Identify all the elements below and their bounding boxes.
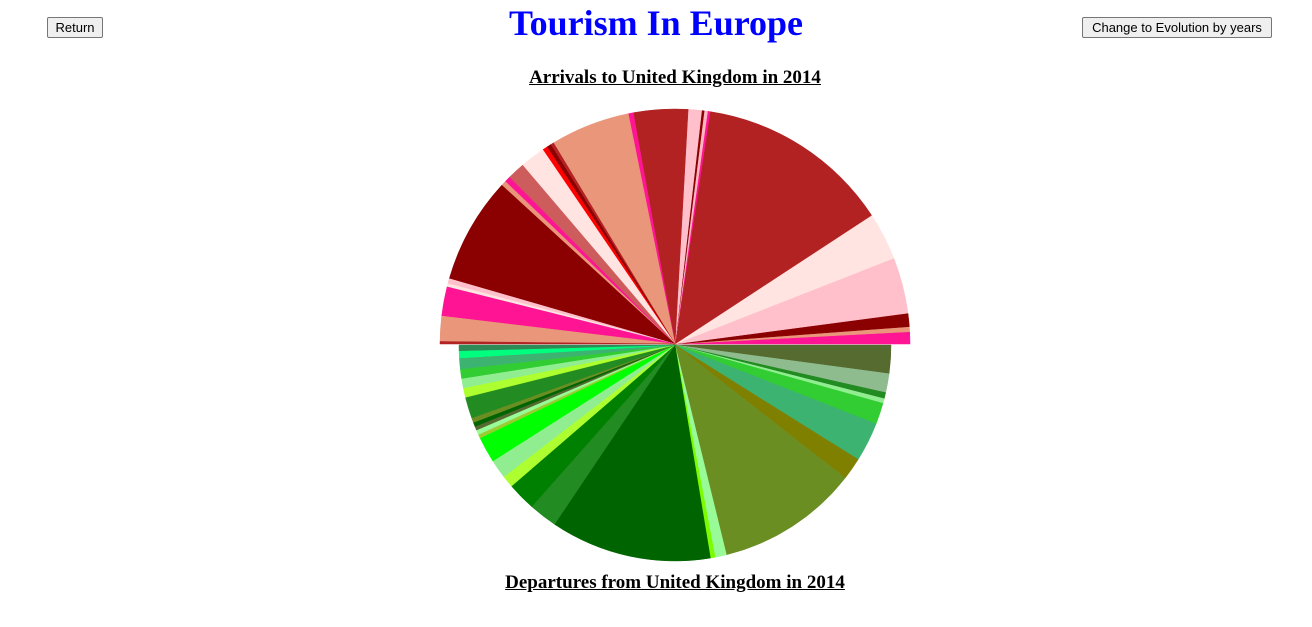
arrival-slice-21	[448, 184, 676, 345]
arrival-slice-6	[674, 111, 872, 345]
departures-chart-title: Departures from United Kingdom in 2014	[505, 572, 845, 593]
departure-slice-28	[458, 344, 676, 352]
evolution-toggle-button[interactable]: Change to Evolution by years	[1082, 17, 1272, 38]
departures-half-pie	[458, 344, 892, 562]
arrival-slice-26	[439, 341, 676, 345]
departure-slice-8	[674, 344, 846, 556]
departure-slice-11	[554, 344, 711, 562]
return-button[interactable]: Return	[47, 17, 103, 38]
page-title: Tourism In Europe	[508, 3, 804, 43]
arrivals-chart-title: Arrivals to United Kingdom in 2014	[529, 67, 821, 88]
arrivals-half-pie	[439, 108, 911, 345]
